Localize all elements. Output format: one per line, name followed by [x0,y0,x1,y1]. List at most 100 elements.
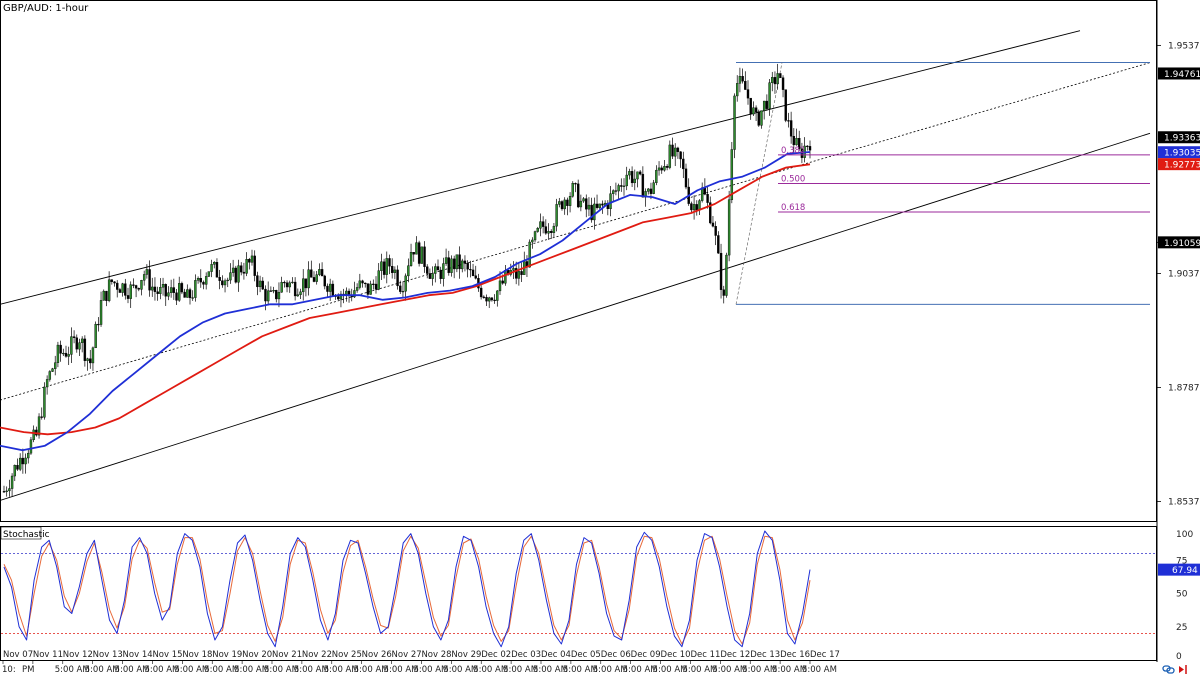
candle-body [299,291,302,295]
date-tick-label: Nov 27 [392,650,422,660]
candle-body [13,465,16,477]
candle-body [663,166,666,171]
candle-body [671,144,674,157]
candle-body [291,281,294,284]
candle-body [226,279,229,282]
candle-body [744,80,747,90]
candle-body [552,225,556,233]
price-badge-label: 1.94761 [1164,70,1200,80]
candle-body [269,290,273,292]
candle-body [674,147,677,157]
candle-body [10,475,14,489]
candle-body [140,280,143,290]
candle-body [665,166,669,168]
price-badge-label: 1.92773 [1164,161,1200,171]
candle-body [207,271,211,277]
date-tick-label: Nov 28 [421,650,451,660]
candle-body [630,171,634,184]
candle-body [256,275,259,288]
stoch-tick-label: 25 [1176,623,1187,633]
candle-body [444,257,448,264]
candle-body [625,174,628,187]
stoch-tick-label: 100 [1176,530,1193,540]
candle-body [110,279,114,283]
candle-body [439,269,442,279]
candle-body [463,260,467,264]
candle-body [221,280,224,286]
candle-body [180,283,184,293]
candle-body [498,280,502,292]
candle-body [204,276,208,285]
candle-body [709,202,712,224]
candle-body [579,200,583,208]
candle-body [415,242,418,255]
date-tick-label: Nov 29 [451,650,481,660]
candle-body [223,280,227,286]
candle-body [56,344,60,363]
time-tick-label: 5:00 AM [85,665,120,675]
candle-body [609,193,612,210]
candle-body [78,342,81,350]
candle-body [598,203,601,208]
candle-body [323,275,326,287]
time-tick-label: 5:00 AM [234,665,269,675]
candle-body [178,283,181,301]
candle-body [175,292,178,301]
date-tick-label: Nov 14 [123,650,153,660]
candle-body [218,277,221,281]
candle-body [97,323,100,326]
candle-body [37,416,41,436]
candle-body [285,282,289,288]
time-tick-label: 5:00 AM [174,665,209,675]
candle-body [563,199,566,210]
candle-body [169,287,173,293]
time-tick-label: 5:00 AM [204,665,239,675]
stochastic-oscillator [1,530,1156,648]
fibonacci-retracement: 0.382 0.500 0.618 [735,62,1150,305]
time-tick-label: 5:00 AM [324,665,359,675]
candle-body [315,274,318,282]
candle-body [118,289,122,293]
candle-body [358,280,362,288]
candle-body [194,280,197,298]
candle-body [544,226,548,234]
candle-body [151,286,154,291]
candle-body [80,338,84,343]
candle-body [676,147,680,152]
candle-body [657,167,661,171]
candle-body [266,290,270,302]
candle-body [29,439,33,454]
candle-body [261,280,264,290]
candle-body [318,269,321,275]
candle-body [520,271,523,275]
candle-body [248,259,251,263]
candle-body [684,168,688,188]
candle-body [417,242,421,264]
candle-body [784,89,787,121]
candle-body [380,261,383,271]
date-tick-label: Dec 06 [601,650,631,660]
candle-body [617,185,620,192]
date-tick-label: Dec 10 [661,650,691,660]
date-tick-label: Nov 22 [302,650,332,660]
candle-body [620,185,623,187]
date-tick-label: Nov 13 [93,650,123,660]
candle-body [16,465,19,470]
candle-body [385,258,388,275]
candle-body [86,358,89,361]
link-icon[interactable] [1162,665,1175,674]
candle-body [482,296,486,298]
time-tick-label: 5:00 AM [413,665,448,675]
candle-body [806,145,809,147]
autoscroll-icon[interactable] [1179,665,1187,674]
candle-body [706,194,709,203]
candle-body [452,258,456,270]
time-tick-label: 5:00 AM [653,665,688,675]
candle-body [738,76,742,84]
candle-body [345,290,348,295]
candle-body [539,221,542,229]
stoch-value-badge [1158,563,1200,576]
fib-trend-line [735,62,783,305]
candle-body [113,281,116,284]
